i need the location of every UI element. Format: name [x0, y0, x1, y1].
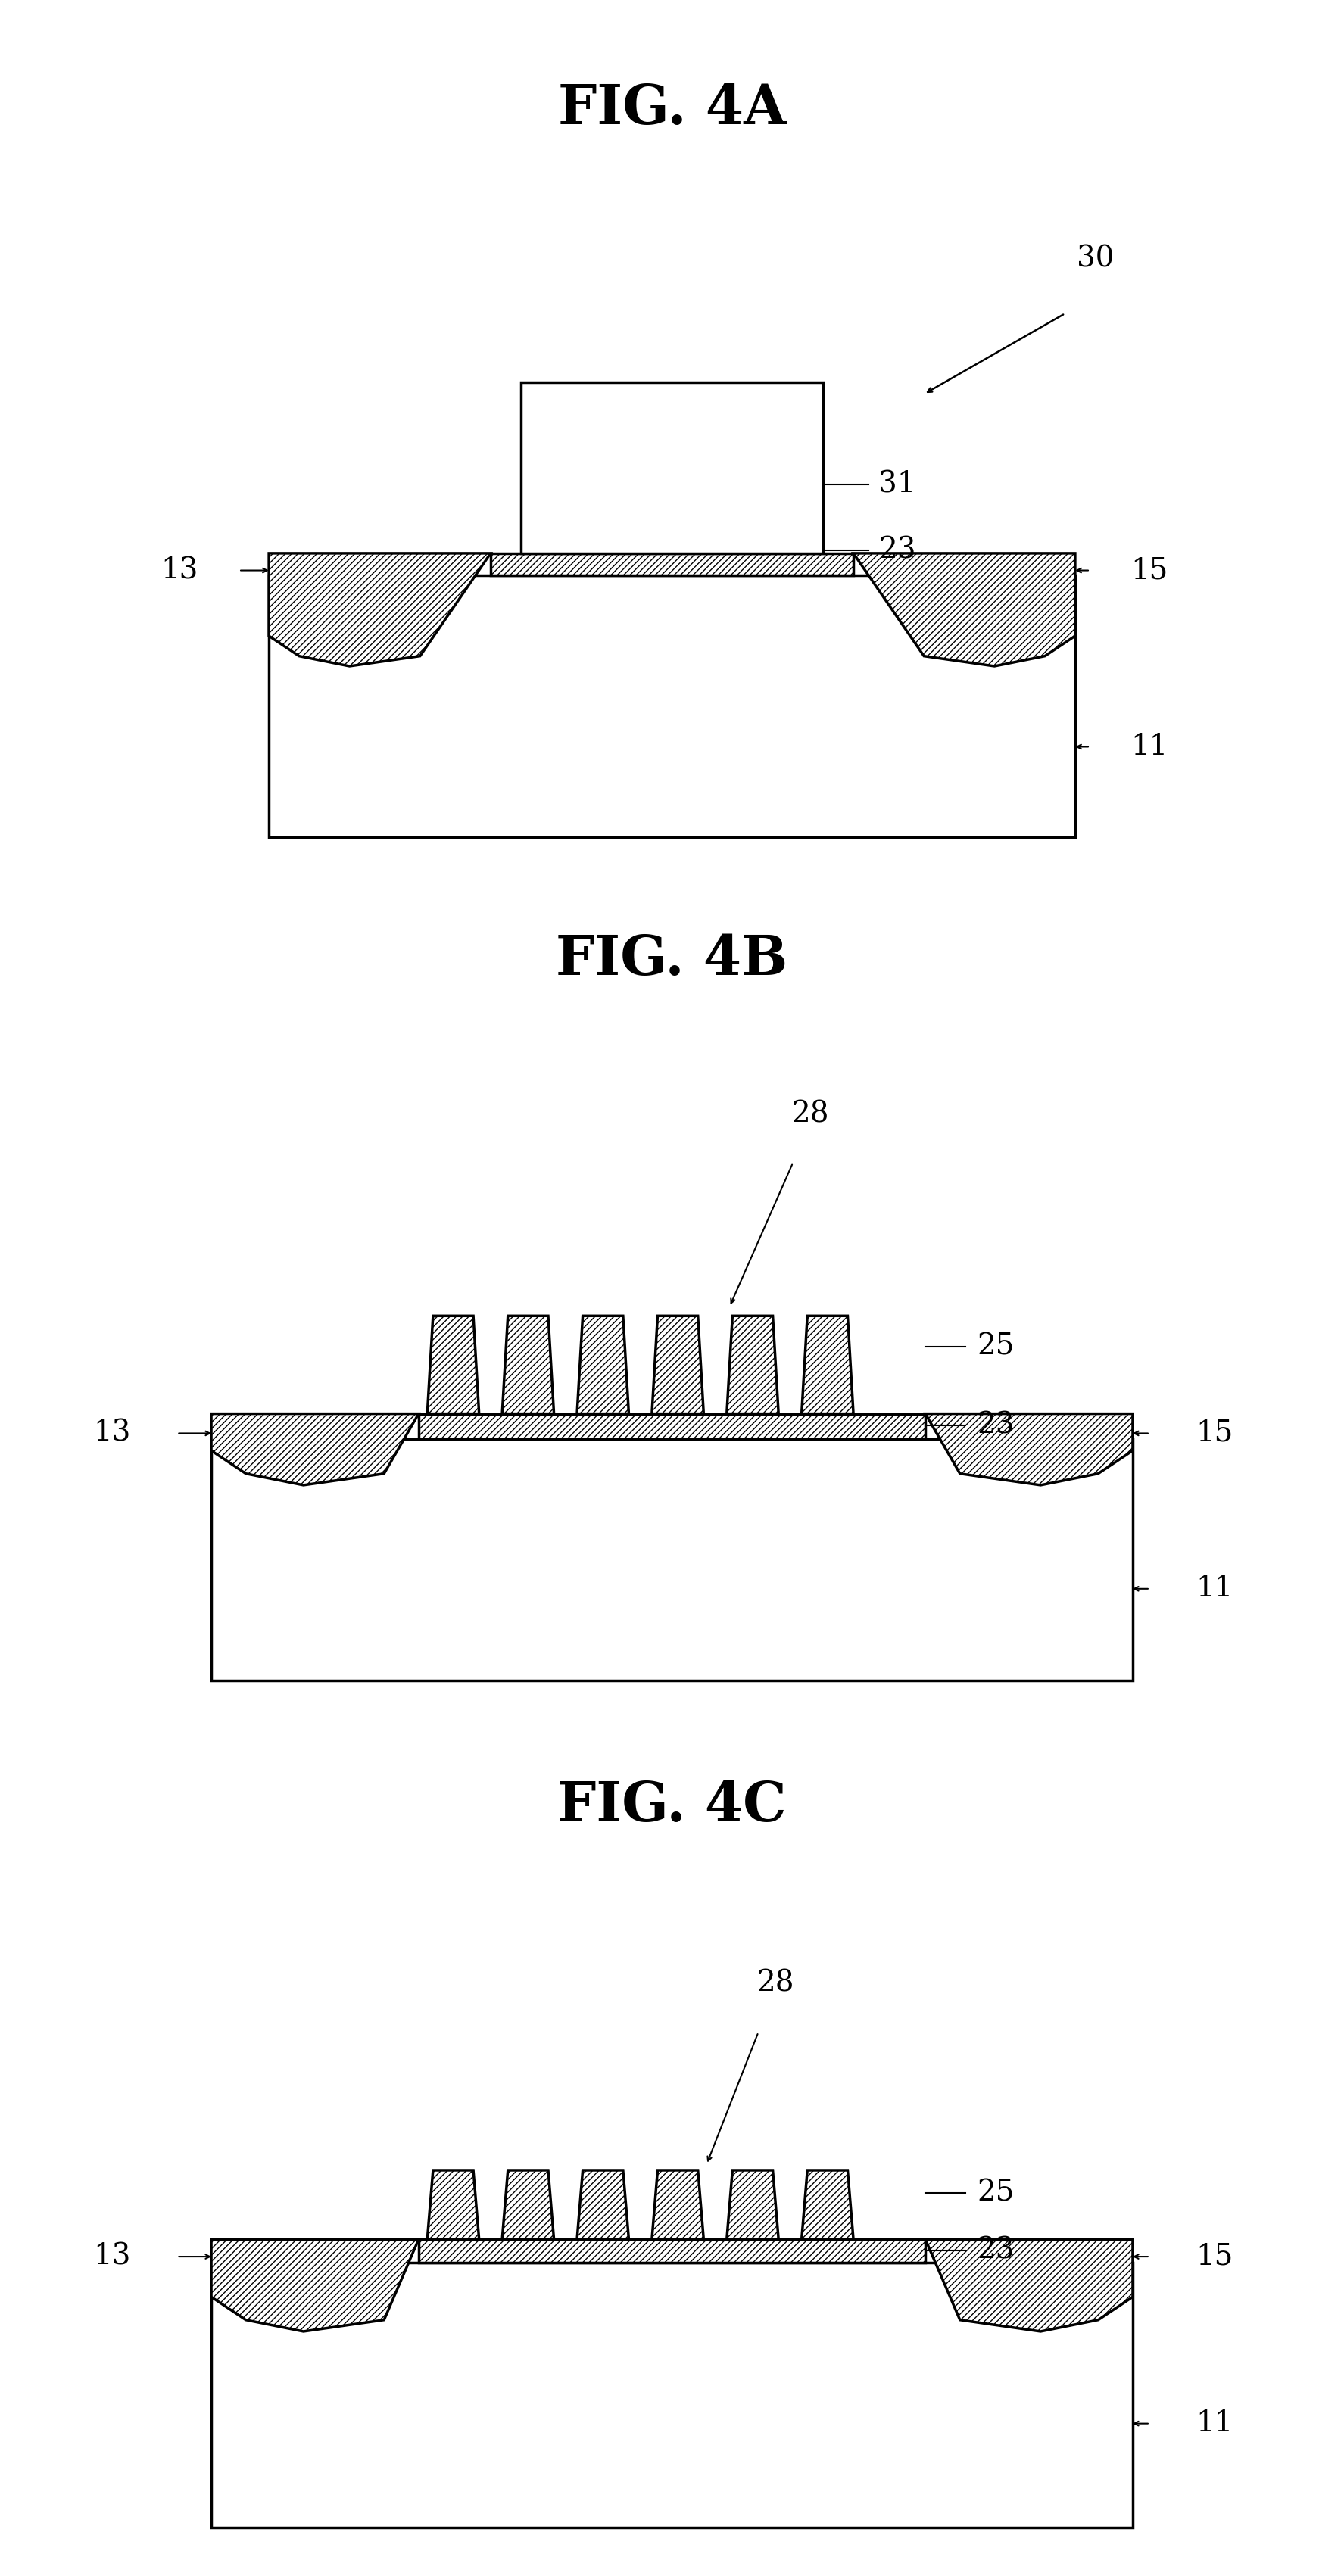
Text: FIG. 4B: FIG. 4B — [556, 933, 788, 987]
Text: 25: 25 — [977, 1332, 1015, 1360]
Polygon shape — [427, 2169, 478, 2239]
Bar — [521, 381, 823, 554]
Polygon shape — [211, 1414, 418, 1486]
Text: 28: 28 — [792, 1100, 829, 1128]
Text: FIG. 4A: FIG. 4A — [558, 82, 786, 137]
Text: 23: 23 — [879, 536, 917, 564]
Bar — [418, 2239, 926, 2262]
Text: 23: 23 — [977, 2236, 1015, 2264]
Polygon shape — [801, 1316, 853, 1414]
Polygon shape — [727, 2169, 778, 2239]
Text: 13: 13 — [93, 2244, 130, 2269]
Polygon shape — [801, 2169, 853, 2239]
Text: FIG. 4C: FIG. 4C — [558, 1780, 786, 1832]
Polygon shape — [926, 2239, 1133, 2331]
Text: 15: 15 — [1196, 2244, 1234, 2269]
Text: 15: 15 — [1130, 556, 1168, 585]
Text: 23: 23 — [977, 1412, 1015, 1440]
Bar — [491, 554, 853, 574]
Polygon shape — [577, 1316, 629, 1414]
Polygon shape — [727, 1316, 778, 1414]
Polygon shape — [926, 1414, 1133, 1486]
Bar — [211, 1440, 1133, 1682]
Text: 31: 31 — [879, 471, 917, 500]
Text: 11: 11 — [1196, 1574, 1234, 1602]
Polygon shape — [853, 554, 1075, 667]
Text: 30: 30 — [1077, 245, 1114, 273]
Polygon shape — [503, 2169, 554, 2239]
Polygon shape — [427, 1316, 478, 1414]
Text: 15: 15 — [1196, 1419, 1234, 1448]
Bar — [211, 2262, 1133, 2527]
Text: 11: 11 — [1130, 732, 1168, 760]
Text: 13: 13 — [161, 556, 199, 585]
Bar — [269, 574, 1075, 837]
Text: 28: 28 — [757, 1971, 794, 1996]
Polygon shape — [652, 2169, 704, 2239]
Text: 11: 11 — [1196, 2409, 1234, 2437]
Polygon shape — [652, 1316, 704, 1414]
Polygon shape — [577, 2169, 629, 2239]
Polygon shape — [211, 2239, 418, 2331]
Text: 25: 25 — [977, 2179, 1015, 2208]
Polygon shape — [269, 554, 491, 667]
Bar — [418, 1414, 926, 1440]
Text: 13: 13 — [93, 1419, 130, 1448]
Polygon shape — [503, 1316, 554, 1414]
